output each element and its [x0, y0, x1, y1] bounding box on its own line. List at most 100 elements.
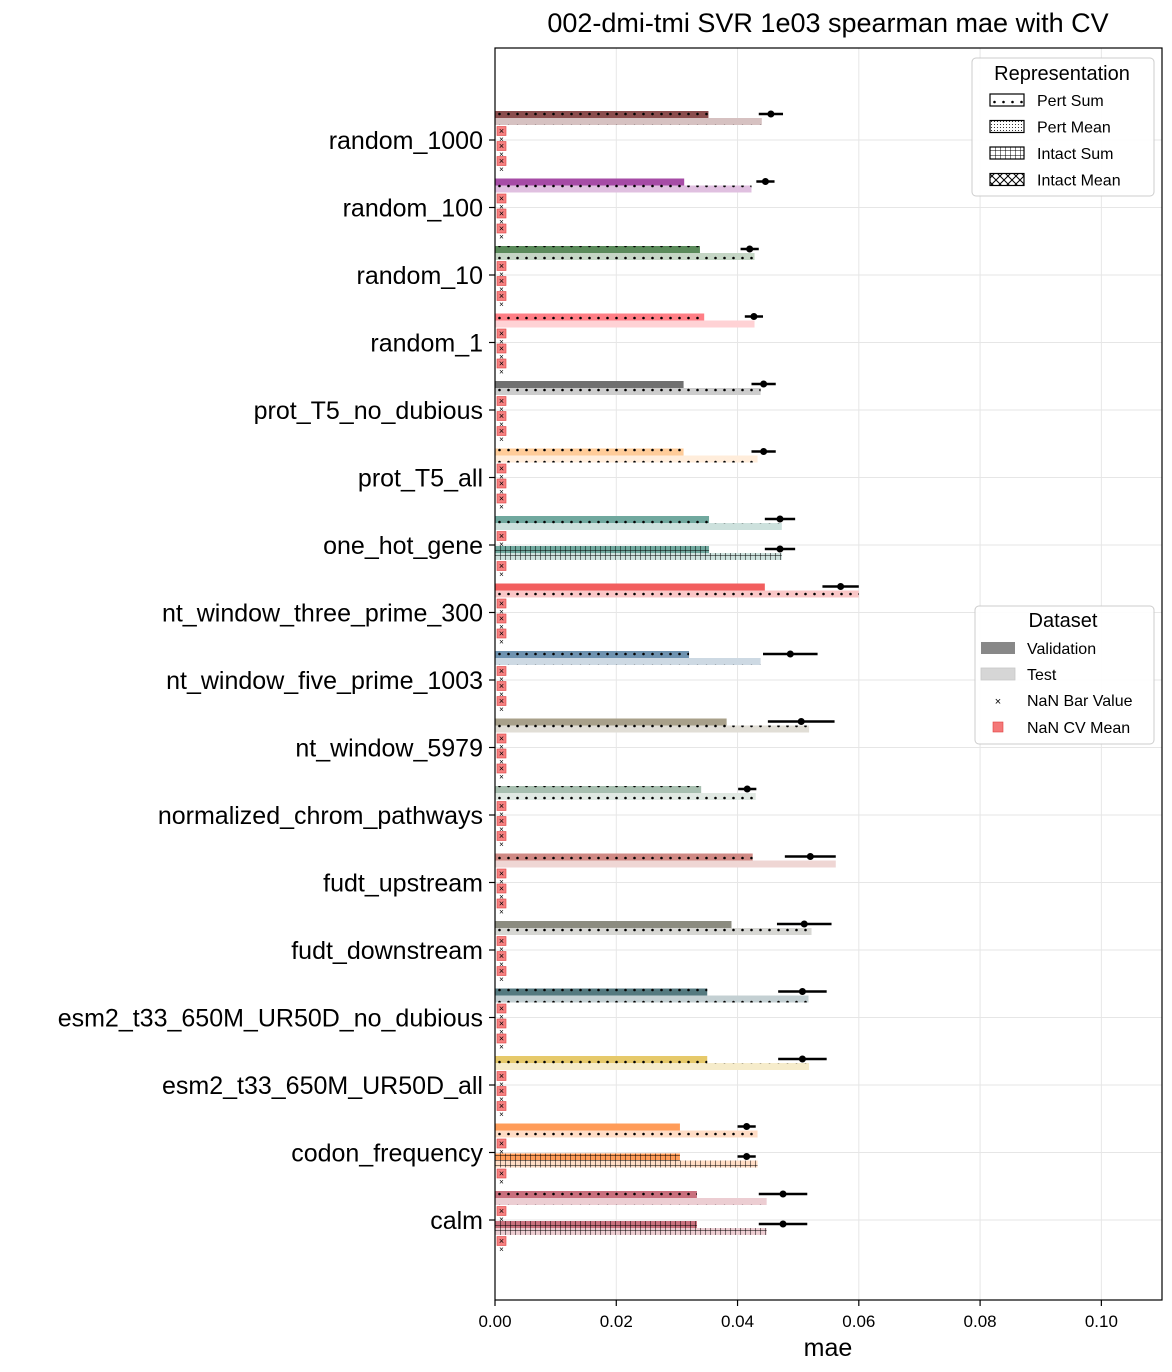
nan-bar-value-marker: × [499, 1148, 504, 1157]
nan-bar-value-marker: × [499, 623, 504, 632]
cv-mean-point [776, 545, 784, 553]
cv-mean-point [806, 853, 814, 860]
nan-cv-mean-marker [496, 1168, 507, 1179]
y-tick-label: fudt_upstream [323, 870, 483, 898]
nan-bar-value-marker: × [499, 638, 504, 647]
y-tick-label: nt_window_three_prime_300 [162, 600, 483, 628]
cv-mean-point [779, 1190, 787, 1198]
nan-cv-mean-marker [496, 1071, 507, 1081]
test-bar-hatch [495, 388, 761, 395]
y-tick-label: nt_window_5979 [295, 735, 483, 763]
legend-label: Test [1027, 667, 1057, 684]
nan-bar-value-marker: × [499, 743, 504, 752]
nan-cv-mean-marker [496, 493, 507, 504]
nan-bar-value-marker: × [499, 203, 504, 212]
nan-cv-mean-marker [496, 478, 507, 489]
nan-bar-value-marker: × [499, 1245, 504, 1254]
nan-bar-value-marker: × [499, 899, 504, 909]
test-bar-hatch [495, 1160, 758, 1168]
cv-error-bars [737, 110, 859, 1228]
test-bar-hatch [495, 1228, 767, 1235]
legend-representation: Representation Pert Sum Pert Mean Intact S… [971, 57, 1155, 197]
nan-bar-value-marker: × [499, 473, 504, 482]
nan-bar-value-marker: × [499, 194, 504, 204]
nan-bar-value-marker: × [499, 291, 504, 301]
nan-bar-value-marker: × [499, 1080, 504, 1089]
nan-bar-value-marker: × [499, 1236, 504, 1246]
test-bar-hatch [495, 1130, 758, 1138]
nan-bar-value-marker: × [499, 884, 504, 894]
nan-bar-value-marker: × [499, 270, 504, 279]
nan-bar-value-marker: × [499, 749, 504, 759]
nan-cv-mean-marker [496, 291, 507, 301]
test-bar-hatch [495, 523, 782, 530]
cv-mean-point [750, 313, 758, 320]
nan-bar-value-marker: × [499, 696, 504, 706]
nan-bar-value-marker: × [499, 420, 504, 429]
nan-bar-value-marker: × [499, 531, 504, 541]
test-bar-hatch [495, 320, 755, 328]
nan-bar-value-marker: × [499, 599, 504, 609]
nan-cv-mean-marker [496, 1018, 507, 1029]
legend-label: Pert Mean [1037, 120, 1111, 137]
nan-bar-value-marker: × [499, 810, 504, 819]
nan-bar-value-marker: × [499, 734, 504, 744]
nan-bar-value-marker: × [499, 1101, 504, 1111]
validation-bar-hatch [495, 786, 702, 793]
nan-bar-value-marker: × [499, 764, 504, 774]
nan-bar-value-marker: × [499, 1110, 504, 1119]
nan-bar-value-marker: × [499, 329, 504, 339]
nan-bar-value-marker: × [499, 368, 504, 377]
nan-bar-value-marker: × [499, 150, 504, 159]
nan-bar-value-marker: × [499, 975, 504, 984]
y-tick-label: codon_frequency [291, 1140, 483, 1168]
y-tick-label: random_10 [357, 262, 483, 290]
nan-bar-value-marker: × [499, 1019, 504, 1029]
nan-cv-mean-marker [496, 561, 507, 571]
validation-bar-hatch [495, 1221, 697, 1228]
nan-cv-mean-marker [496, 531, 507, 541]
legend-frame [971, 57, 1155, 197]
nan-bar-value-marker: × [499, 396, 504, 406]
y-tick-label: calm [430, 1207, 483, 1235]
legend-label: Intact Sum [1037, 146, 1113, 163]
nan-cv-mean-marker [496, 1003, 507, 1014]
nan-bar-value-marker: × [499, 681, 504, 691]
nan-bar-value-marker: × [499, 218, 504, 227]
nan-cv-mean-marker [496, 936, 507, 946]
y-tick-label: one_hot_gene [323, 532, 483, 560]
validation-bar-hatch [495, 516, 710, 523]
validation-bar-hatch [495, 178, 685, 186]
nan-cv-mean-marker [496, 831, 507, 841]
nan-bar-value-marker: × [499, 359, 504, 369]
nan-cv-mean-marker [496, 426, 507, 436]
nan-cv-mean-marker [496, 801, 507, 811]
nan-bar-value-marker: × [499, 126, 504, 136]
nan-cv-mean-marker [496, 328, 507, 339]
validation-bar-hatch [495, 1191, 697, 1198]
nan-cv-mean-marker [496, 141, 507, 151]
nan-cv-mean-marker [496, 951, 507, 961]
x-tick-label: 0.02 [600, 1312, 633, 1331]
nan-bar-value-marker: × [499, 878, 504, 887]
nan-bar-value-marker: × [499, 816, 504, 826]
nan-bar-value-marker: × [499, 773, 504, 782]
y-tick-label: fudt_downstream [291, 937, 483, 965]
legend-label: Validation [1027, 641, 1096, 658]
nan-cv-mean-marker [496, 733, 507, 744]
nan-cv-mean-marker [496, 883, 507, 894]
validation-bar-hatch [495, 1123, 680, 1131]
nan-cv-mean-marker [496, 966, 507, 976]
nan-bar-value-marker: × [499, 608, 504, 617]
y-tick-label: esm2_t33_650M_UR50D_no_dubious [58, 1005, 483, 1033]
cv-mean-point [760, 448, 768, 455]
nan-bar-value-marker: × [499, 1004, 504, 1014]
nan-cv-mean-marker [496, 816, 507, 826]
legend-marker-nan-cv [992, 721, 1004, 733]
legend-label: NaN Bar Value [1027, 693, 1133, 710]
nan-bar-value-marker: × [499, 1043, 504, 1052]
nan-cv-mean-marker [496, 898, 507, 909]
nan-bar-value-marker: × [499, 690, 504, 699]
nan-bar-value-marker: × [499, 1215, 504, 1224]
validation-bar-hatch [495, 313, 705, 321]
